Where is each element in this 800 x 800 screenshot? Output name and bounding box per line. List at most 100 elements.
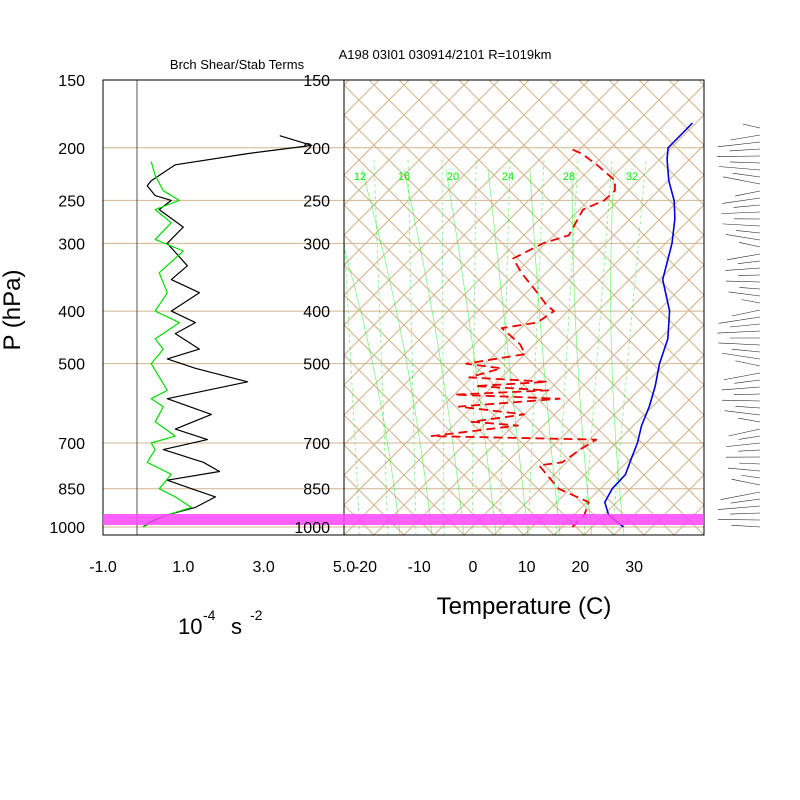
right-x-tick-label: 20 [572,559,590,576]
left-x-label-unit-exponent: -2 [250,607,263,623]
mixing-ratio-line [527,159,545,535]
wind-barb [727,467,761,472]
mixing-ratio-line [555,159,579,535]
wind-barb [729,323,761,328]
left-series-group [142,135,313,528]
wind-barb [730,512,761,515]
wind-barb [739,287,761,290]
isotherm-line [764,80,800,535]
dry-adiabat-line [344,114,704,476]
left-x-axis-label: 10 -4 s -2 [178,607,263,639]
left-panel-title: Brch Shear/Stab Terms [170,57,305,72]
isotherm-line [523,354,704,535]
dry-adiabat-line [789,80,800,535]
left-pressure-grid [103,79,344,528]
mixing-ratio-label: 16 [398,171,410,183]
dry-adiabat-line [428,80,704,356]
pressure-tick-label-right: 200 [303,141,330,158]
right-x-tick-label: -20 [354,559,377,576]
dry-adiabat-line [344,174,704,535]
wind-barb [728,291,761,297]
dry-adiabat-line [344,234,645,535]
wind-barb [730,134,761,141]
wind-barb [717,505,761,510]
isotherm-line [373,204,704,535]
wind-barb [738,242,761,248]
wind-barb [722,223,761,227]
moist-adiabat-line [445,169,497,535]
wind-barb [720,491,761,501]
pressure-tick-label-left: 400 [58,304,85,321]
right-panel-frame [343,79,705,536]
mixing-ratio-line [344,228,361,535]
isotherm-line [344,80,560,296]
wind-barb [727,253,761,261]
isotherm-line [344,80,470,206]
isotherm-line [344,84,704,446]
left-x-tick-label: 3.0 [253,559,275,576]
dry-adiabat-line [458,80,704,326]
dry-adiabat-line [608,80,704,176]
isotherm-line [344,80,590,326]
isotherm-line [794,80,800,535]
mixing-ratio-label: 24 [502,171,514,183]
isotherm-line [613,444,704,535]
wind-barb [737,260,761,264]
right-series-group [430,122,694,528]
mixing-ratio-label: 32 [626,171,638,183]
isotherm-line [344,80,440,176]
surface-highlight-band [103,514,704,525]
dry-adiabat-line [344,294,585,535]
mixing-ratio-label: 12 [354,171,366,183]
wind-barb [718,342,761,346]
dry-adiabat-line [344,324,555,535]
isotherm-line [463,294,704,535]
wind-barb [717,141,761,148]
mixing-ratio-labels: 12 16 20 24 28 32 [354,171,638,183]
dry-adiabat-line [729,80,800,535]
wind-barb [717,155,761,157]
left-x-tick-labels: -1.0 1.0 3.0 5.0 [89,559,355,576]
dry-adiabat-line [344,444,435,535]
pressure-tick-label-left: 250 [58,193,85,210]
isotherm-line [344,80,500,236]
pressure-tick-label-left: 200 [58,141,85,158]
wind-barb [732,172,761,178]
left-black-series-line [142,135,313,528]
dry-adiabat-line [518,80,704,266]
mixing-ratio-label: 20 [447,171,459,183]
wind-barb [738,449,761,452]
pressure-tick-label-right: 700 [303,436,330,453]
wind-barb [738,417,761,423]
mixing-ratio-label: 28 [563,171,575,183]
dry-adiabat-line [344,384,495,535]
isotherm-line [344,80,650,386]
isotherm-line [344,174,704,535]
moist-adiabat-line [361,169,433,535]
pressure-tick-label-left: 300 [58,236,85,253]
mixing-ratio-line [583,159,613,535]
mixing-ratio-line [373,159,389,535]
dry-adiabat-line [698,80,704,86]
isotherm-line [553,384,704,535]
pressure-tick-label-left: 150 [58,73,85,90]
wind-barb [726,280,761,283]
wind-barb [735,230,761,234]
wind-barb [733,204,761,208]
wind-barb [728,428,761,437]
right-x-tick-labels: -20 -10 0 10 20 30 [354,559,643,576]
wind-barb [721,352,761,360]
pressure-tick-label-right: 850 [303,482,330,499]
wind-barb [721,386,761,391]
wind-barb [731,478,761,486]
dry-adiabat-line [344,144,704,506]
wind-barb [725,234,761,241]
right-x-axis-label: Temperature (C) [437,593,612,620]
moist-adiabat-line [610,169,625,535]
pressure-tick-label-right: 400 [303,304,330,321]
wind-barb [731,309,761,317]
wind-barb [739,462,761,465]
wind-barb [726,442,761,447]
wind-barb [718,519,761,521]
moist-adiabat-line [487,169,529,535]
